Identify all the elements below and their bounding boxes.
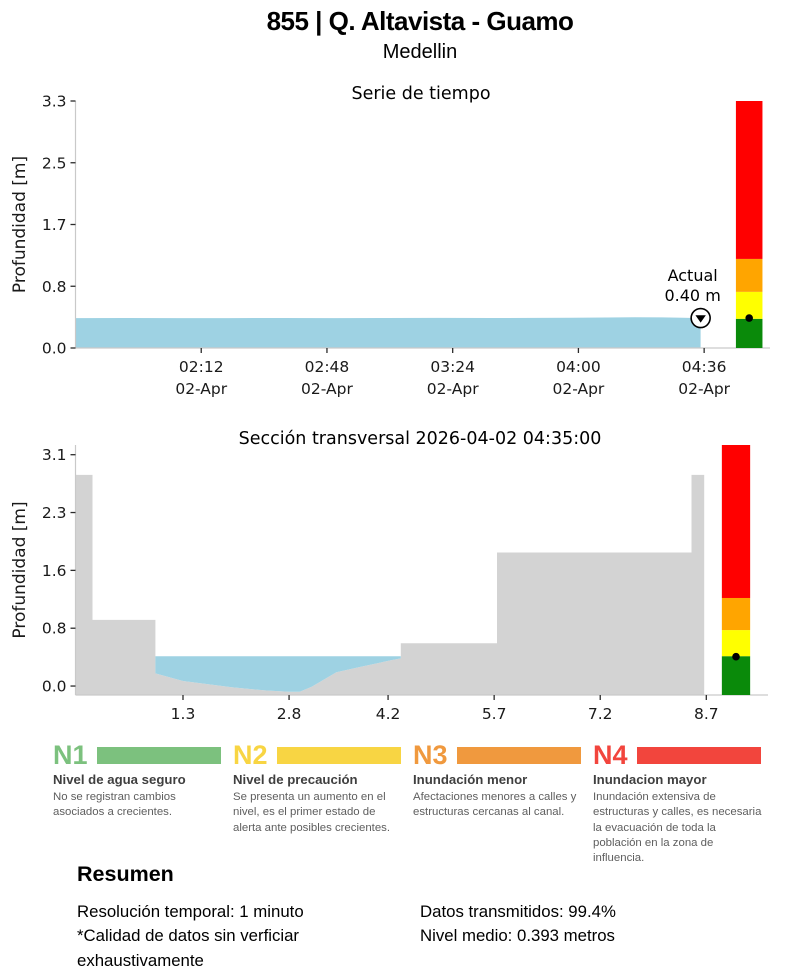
x-tick-sublabel: 02-Apr	[175, 380, 227, 398]
legend-chip-n1	[97, 746, 221, 764]
time-series-chart: 0.0 0.8 1.7 2.5 3.3 02:12 02-Apr 02:48 02-Apr 03:…	[10, 84, 770, 398]
caret-down-icon	[695, 315, 706, 323]
summary-quality-note: *Calidad de datos sin verficiar exhausti…	[77, 926, 299, 970]
y-tick-label: 0.0	[42, 678, 67, 696]
page-title: 855 | Q. Altavista - Guamo	[266, 6, 574, 36]
current-level-dot	[732, 652, 740, 661]
page-subtitle: Medellin	[382, 41, 458, 63]
current-level-dot	[745, 314, 753, 322]
actual-annotation-line2: 0.40 m	[664, 286, 720, 305]
legend-item-n1: N1 Nivel de agua seguro No se registran …	[53, 740, 233, 866]
x-tick-label: 4.2	[376, 705, 401, 723]
terreno-area	[75, 474, 705, 695]
y-tick-label: 3.3	[42, 93, 67, 111]
alert-bar-n1	[735, 318, 763, 348]
summary-left-column: Resolución temporal: 1 minuto *Calidad d…	[77, 900, 420, 973]
legend-code-n1: N1	[53, 740, 88, 770]
cross-section-chart: 0.0 0.8 1.6 2.3 3.1 1.3 2.8 4.2 5.7 7.2 8.7 Sección…	[10, 429, 768, 723]
summary-section: Resumen Resolución temporal: 1 minuto *C…	[77, 862, 777, 973]
legend-chip-n3	[457, 746, 581, 764]
legend-code-n4: N4	[593, 740, 628, 770]
legend-desc-n3: Afectaciones menores a calles y estructu…	[413, 791, 577, 819]
alert-bar-n2	[721, 630, 751, 657]
x-tick-label: 1.3	[171, 705, 196, 723]
legend-title-n1: Nivel de agua seguro	[53, 772, 186, 787]
y-tick-label: 2.5	[42, 154, 67, 172]
legend-chip-n2	[277, 746, 401, 764]
y-tick-label: 1.6	[42, 562, 67, 580]
x-tick-label: 7.2	[588, 705, 613, 723]
legend-chip-n4	[637, 746, 761, 764]
alert-bar-n1	[721, 656, 751, 695]
agua-area	[155, 656, 401, 692]
legend-desc-n2: Se presenta un aumento en el nivel, es e…	[233, 791, 391, 834]
x-tick-sublabel: 02-Apr	[553, 380, 605, 398]
x-tick-label: 03:24	[430, 358, 475, 376]
legend-title-n3: Inundación menor	[413, 772, 528, 787]
x-tick-label: 2.8	[277, 705, 302, 723]
summary-transmitted: Datos transmitidos: 99.4%	[420, 902, 616, 921]
x-tick-label: 04:36	[682, 358, 727, 376]
alert-bar-n3	[735, 258, 763, 292]
legend-item-n3: N3 Inundación menor Afectaciones menores…	[413, 740, 593, 866]
y-tick-label: 0.8	[42, 620, 67, 638]
x-tick-sublabel: 02-Apr	[427, 380, 479, 398]
summary-heading: Resumen	[77, 862, 174, 886]
x-tick-sublabel: 02-Apr	[301, 380, 353, 398]
y-tick-label: 1.7	[42, 216, 67, 234]
summary-right-column: Datos transmitidos: 99.4% Nivel medio: 0…	[420, 900, 750, 973]
x-tick-label: 8.7	[694, 705, 719, 723]
legend-title-n2: Nivel de precaución	[233, 772, 358, 787]
legend-code-n2: N2	[233, 740, 268, 770]
y-axis-label: Profundidad [m]	[10, 501, 30, 638]
alert-bar-n4	[721, 445, 751, 598]
x-tick-label: 02:48	[305, 358, 350, 376]
y-axis-label: Profundidad [m]	[10, 156, 30, 293]
y-tick-label: 0.8	[42, 278, 67, 296]
legend-item-n4: N4 Inundacion mayor Inundación extensiva…	[593, 740, 773, 866]
x-tick-label: 02:12	[179, 358, 224, 376]
header: 855 | Q. Altavista - Guamo Medellin	[40, 6, 800, 64]
alert-bar-n3	[721, 597, 751, 631]
chart-title: Serie de tiempo	[351, 84, 490, 104]
x-tick-label: 04:00	[556, 358, 601, 376]
chart-title: Sección transversal 2026-04-02 04:35:00	[239, 429, 602, 449]
legend-desc-n4: Inundación extensiva de estructuras y ca…	[593, 791, 762, 865]
legend-desc-n1: No se registran cambios asociados a crec…	[53, 791, 176, 819]
y-tick-label: 2.3	[42, 504, 67, 522]
water-level-area	[75, 317, 701, 348]
summary-mean-level: Nivel medio: 0.393 metros	[420, 926, 615, 946]
x-tick-sublabel: 02-Apr	[678, 380, 730, 398]
x-tick-label: 5.7	[482, 705, 507, 723]
alert-level-legend: N1 Nivel de agua seguro No se registran …	[53, 740, 793, 866]
legend-title-n4: Inundacion mayor	[593, 772, 707, 787]
legend-code-n3: N3	[413, 740, 448, 770]
y-tick-label: 0.0	[42, 340, 67, 358]
legend-item-n2: N2 Nivel de precaución Se presenta un au…	[233, 740, 413, 866]
summary-resolution: Resolución temporal: 1 minuto	[77, 902, 304, 921]
actual-annotation-line1: Actual	[668, 266, 718, 285]
y-tick-label: 3.1	[42, 446, 67, 464]
alert-bar-n4	[735, 101, 763, 259]
